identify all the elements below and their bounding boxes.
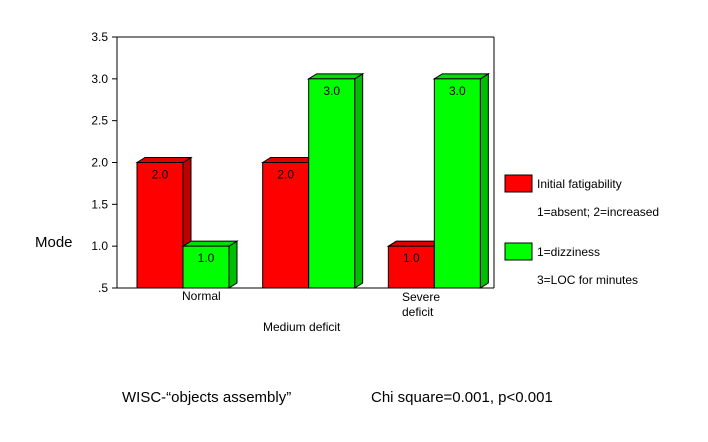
- footer-left: WISC-“objects assembly”: [122, 389, 292, 406]
- legend: Initial fatigability 1=absent; 2=increase…: [504, 174, 659, 287]
- legend-swatch: [504, 174, 533, 193]
- bar-top: [432, 73, 491, 80]
- x-tick-label: Medium deficit: [263, 320, 341, 334]
- x-tick-label-line: deficit: [402, 305, 434, 319]
- x-tick-label: Severe deficit: [402, 290, 440, 319]
- y-axis: .5 1.0 1.5 2.0 2.5 3.0 3.5: [91, 30, 117, 295]
- footer-right: Chi square=0.001, p<0.001: [371, 389, 553, 406]
- x-tick-label-line: Severe: [402, 290, 440, 304]
- bars-layer: 2.0 1.0 2.0 3.0 1.0 3.0: [135, 72, 491, 289]
- bar: [136, 162, 184, 289]
- y-tick-label: 1.5: [91, 197, 108, 211]
- x-axis: Normal Medium deficit Severe deficit: [182, 289, 440, 334]
- y-tick-label: 3.0: [91, 72, 108, 86]
- bar-top: [306, 73, 365, 80]
- data-label: 3.0: [323, 84, 340, 98]
- bar-top: [181, 240, 239, 247]
- y-tick-label: 2.0: [91, 156, 108, 170]
- bar-side: [354, 72, 364, 289]
- legend-sublabel: 1=absent; 2=increased: [537, 205, 659, 219]
- legend-label: 1=dizziness: [537, 245, 600, 259]
- y-axis-label: Mode: [35, 234, 73, 251]
- data-label: 1.0: [198, 251, 215, 265]
- y-tick-label: 1.0: [91, 239, 108, 253]
- y-tick-label: 2.5: [91, 114, 108, 128]
- legend-swatch: [504, 242, 533, 261]
- legend-label: Initial fatigability: [537, 177, 622, 191]
- x-tick-label: Normal: [182, 289, 221, 303]
- bar: [308, 78, 356, 289]
- data-label: 2.0: [152, 168, 169, 182]
- bar-side: [479, 72, 489, 289]
- y-tick-label: 3.5: [91, 30, 108, 44]
- data-label: 3.0: [449, 84, 466, 98]
- data-label: 2.0: [277, 168, 294, 182]
- bar-side: [228, 240, 238, 289]
- bar: [433, 78, 481, 289]
- bar-top: [135, 157, 193, 163]
- y-tick-label: .5: [98, 281, 108, 295]
- legend-sublabel: 3=LOC for minutes: [537, 273, 638, 287]
- data-label: 1.0: [403, 251, 420, 265]
